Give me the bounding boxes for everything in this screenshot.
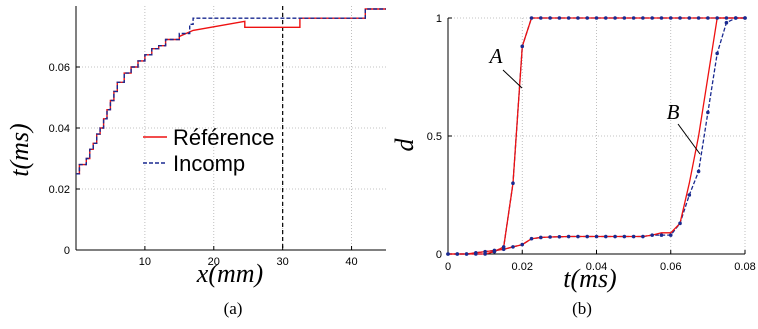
x-tick-label: 0.06 [660,261,681,273]
marker-b [501,247,506,252]
marker-b [557,234,562,239]
marker-a [724,16,729,20]
marker-a [659,16,664,20]
marker-b [603,234,608,239]
marker-b [706,110,710,115]
marker-a [603,16,608,20]
marker-b [529,236,534,241]
panel-label-a: (a) [224,299,243,318]
marker-b [631,234,636,239]
marker-a [557,16,562,20]
marker-b [715,51,719,56]
marker-a [529,16,534,20]
marker-a [613,16,617,20]
marker-a [622,16,627,20]
marker-a [548,16,552,20]
marker-b [511,245,515,249]
marker-a [585,16,590,20]
marker-a [706,16,710,20]
marker-b [733,16,738,20]
curve-label-b: B [667,100,680,124]
x-axis-label: x(mm) [196,259,263,288]
marker-a [668,16,673,20]
x-tick-label: 10 [139,256,151,268]
marker-a [594,16,599,20]
marker-b [743,16,747,20]
x-tick-label: 0.08 [734,261,755,273]
annotation-pointer-a [502,69,523,89]
marker-b [455,252,460,256]
x-axis-label: t(ms) [563,264,616,293]
marker-a [641,16,645,20]
marker-b [687,193,692,197]
y-axis-label: t(ms) [5,123,34,176]
y-tick-label: 0.06 [49,62,70,74]
marker-a [566,16,571,20]
marker-b [641,234,645,239]
marker-a [715,16,719,20]
y-axis-label: d [390,138,419,152]
marker-a [650,16,654,20]
panel-label-b: (b) [572,299,592,318]
marker-b [446,252,450,256]
y-tick-label: 0.04 [49,123,70,135]
marker-b [696,169,701,174]
marker-b [622,234,627,239]
x-tick-label: 20 [208,256,220,268]
series-line-incomp [76,8,386,175]
marker-b [492,248,497,253]
x-tick-label: 0.04 [586,261,607,273]
marker-b [566,234,571,239]
marker-b [594,234,599,239]
marker-b [548,235,552,239]
marker-a [520,44,525,49]
marker-b [585,234,590,239]
x-tick-label: 30 [277,256,289,268]
y-tick-label: 0.5 [427,131,442,143]
marker-a [511,181,515,185]
y-tick-label: 0 [436,249,442,261]
marker-a [631,16,636,20]
x-tick-label: 40 [345,256,357,268]
marker-b [576,234,580,239]
marker-b [668,233,673,237]
x-tick-label: 0.02 [512,261,533,273]
marker-b [464,252,469,256]
marker-b [520,242,525,247]
panel-b-chart: 0 0.02 0.04 0.06 0.08 0 0.5 1 A Bt(ms) d (b) [390,13,756,318]
y-tick-label: 0 [64,245,70,257]
marker-b [650,233,654,237]
marker-a [687,16,692,20]
legend-label-incomp: Incomp [173,151,245,176]
marker-b [474,251,478,255]
marker-b [483,249,487,254]
y-tick-label: 1 [436,13,442,25]
marker-b [539,235,543,240]
marker-a [678,16,682,20]
legend-label-reference: Référence [173,125,275,150]
marker-b [678,221,682,226]
marker-b [613,234,617,239]
marker-b [659,233,664,237]
x-tick-label: 0 [445,261,451,273]
marker-a [696,16,701,20]
curve-label-a: A [488,44,503,68]
marker-b [724,20,729,25]
marker-a [539,16,543,20]
annotation-pointer-b [677,123,701,155]
marker-a [576,16,580,20]
y-tick-label: 0.02 [49,184,70,196]
